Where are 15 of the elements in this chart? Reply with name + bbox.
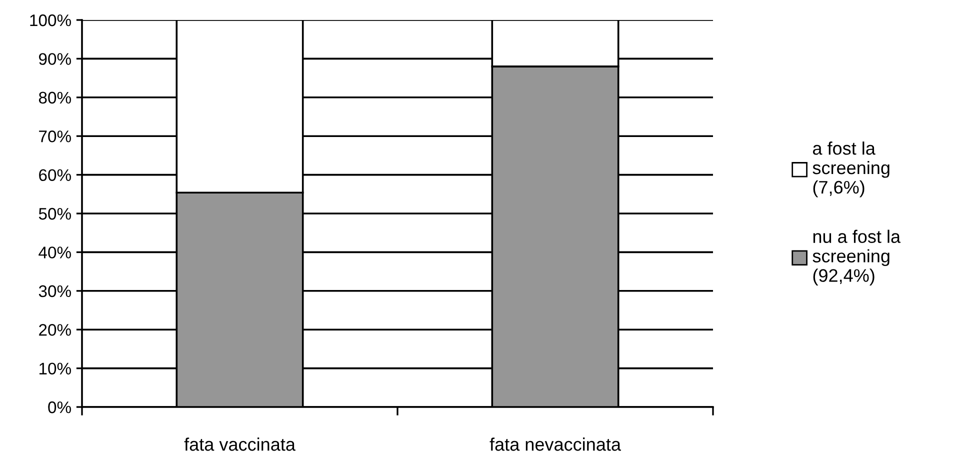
- y-tick-label: 0%: [48, 401, 71, 414]
- y-tick-label: 10%: [39, 362, 71, 375]
- x-tick-label: fata nevaccinata: [490, 438, 621, 451]
- y-tick-label: 60%: [39, 169, 71, 182]
- y-tick-label: 80%: [38, 92, 71, 104]
- y-tick-label: 30%: [38, 285, 71, 298]
- legend-label: nu a fost la screening (92,4%): [812, 230, 901, 286]
- y-tick-label: 20%: [39, 324, 71, 336]
- legend-label: a fost la screening (7,6%): [812, 142, 890, 198]
- y-tick-label: 100%: [30, 14, 71, 26]
- y-tick-label: 70%: [39, 130, 71, 142]
- x-tick-label: fata vaccinata: [184, 438, 296, 451]
- y-tick-label: 40%: [38, 246, 71, 258]
- y-tick-label: 50%: [38, 208, 71, 220]
- y-tick-label: 90%: [39, 53, 71, 65]
